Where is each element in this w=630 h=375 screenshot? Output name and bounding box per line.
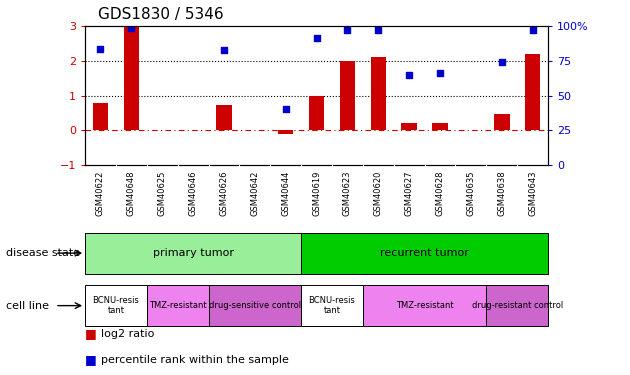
Point [343, 27, 353, 33]
Bar [85, 232, 301, 274]
Text: cell line: cell line [6, 301, 49, 310]
Text: primary tumor: primary tumor [152, 248, 234, 258]
Text: ■: ■ [85, 354, 101, 366]
Bar [123, 26, 139, 130]
Bar [85, 285, 147, 326]
Text: GSM40620: GSM40620 [374, 170, 383, 216]
Point [373, 27, 383, 33]
Text: GSM40619: GSM40619 [312, 170, 321, 216]
Text: TMZ-resistant: TMZ-resistant [149, 301, 207, 310]
Text: disease state: disease state [6, 248, 81, 258]
Bar [486, 285, 548, 326]
Point [312, 35, 322, 41]
Text: GSM40622: GSM40622 [96, 170, 105, 216]
Text: drug-sensitive control: drug-sensitive control [209, 301, 301, 310]
Text: GSM40648: GSM40648 [127, 170, 136, 216]
Text: GSM40625: GSM40625 [158, 170, 167, 216]
Text: GSM40644: GSM40644 [281, 170, 290, 216]
Point [219, 47, 229, 53]
Text: GSM40626: GSM40626 [219, 170, 229, 216]
Bar [494, 114, 510, 130]
Bar [93, 103, 108, 130]
Bar [363, 285, 486, 326]
Bar [301, 285, 363, 326]
Bar [401, 123, 417, 130]
Bar [370, 57, 386, 130]
Bar [432, 123, 448, 130]
Text: GSM40638: GSM40638 [497, 170, 507, 216]
Text: GSM40627: GSM40627 [404, 170, 414, 216]
Text: ■: ■ [85, 327, 101, 340]
Text: log2 ratio: log2 ratio [101, 329, 154, 339]
Bar [278, 130, 294, 135]
Text: GSM40628: GSM40628 [435, 170, 445, 216]
Point [96, 46, 106, 52]
Text: BCNU-resis
tant: BCNU-resis tant [309, 296, 355, 315]
Bar [209, 285, 301, 326]
Point [435, 70, 445, 76]
Bar [147, 285, 209, 326]
Text: GSM40646: GSM40646 [188, 170, 198, 216]
Text: BCNU-resis
tant: BCNU-resis tant [93, 296, 139, 315]
Point [527, 27, 537, 33]
Text: recurrent tumor: recurrent tumor [380, 248, 469, 258]
Text: drug-resistant control: drug-resistant control [472, 301, 563, 310]
Point [126, 25, 137, 31]
Bar [216, 105, 232, 130]
Text: GSM40635: GSM40635 [466, 170, 476, 216]
Text: TMZ-resistant: TMZ-resistant [396, 301, 454, 310]
Bar [340, 61, 355, 130]
Point [404, 72, 415, 78]
Text: GSM40643: GSM40643 [528, 170, 537, 216]
Text: GSM40623: GSM40623 [343, 170, 352, 216]
Point [496, 58, 507, 64]
Point [281, 106, 291, 112]
Bar [525, 54, 541, 130]
Text: GSM40642: GSM40642 [250, 170, 260, 216]
Bar [301, 232, 548, 274]
Bar [309, 96, 324, 130]
Text: percentile rank within the sample: percentile rank within the sample [101, 355, 289, 365]
Text: GDS1830 / 5346: GDS1830 / 5346 [98, 8, 223, 22]
